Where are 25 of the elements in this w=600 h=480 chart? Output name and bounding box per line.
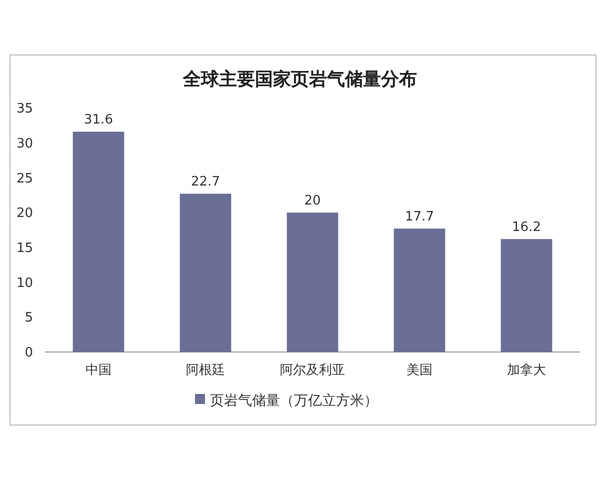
x-tick-label: 阿尔及利亚 <box>280 363 345 378</box>
x-tick-label: 中国 <box>86 363 112 378</box>
data-label: 22.7 <box>191 174 220 190</box>
y-tick-label: 15 <box>16 240 33 256</box>
bar <box>72 132 124 352</box>
bar <box>500 239 552 352</box>
y-tick-label: 5 <box>24 310 33 326</box>
chart-title: 全球主要国家页岩气储量分布 <box>182 69 417 90</box>
y-tick-label: 25 <box>16 171 33 186</box>
y-tick-label: 35 <box>16 102 33 117</box>
x-tick-label: 加拿大 <box>507 363 546 378</box>
y-tick-label: 20 <box>16 206 33 222</box>
legend-label: 页岩气储量（万亿立方米） <box>210 392 378 409</box>
bar <box>180 194 232 352</box>
bar <box>286 212 338 352</box>
x-tick-label: 美国 <box>406 362 432 378</box>
y-tick-label: 10 <box>16 276 33 291</box>
data-label: 16.2 <box>512 220 541 236</box>
y-tick-label: 30 <box>16 136 33 152</box>
data-label: 17.7 <box>405 210 434 225</box>
y-tick-label: 0 <box>24 346 33 361</box>
data-label: 20 <box>304 194 321 209</box>
data-label: 31.6 <box>84 112 113 128</box>
x-tick-label: 阿根廷 <box>186 363 225 378</box>
bar <box>394 228 446 352</box>
